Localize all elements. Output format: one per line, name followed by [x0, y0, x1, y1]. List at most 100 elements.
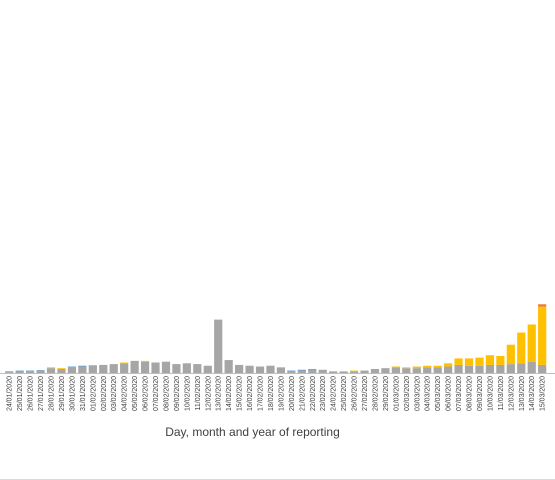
bar-segment-0-1 [15, 371, 24, 373]
bar-segment-0-39 [412, 368, 421, 373]
x-tick-label: 13/03/2020 [519, 376, 526, 411]
bar-segment-0-33 [349, 371, 359, 373]
bar-segment-1-41 [433, 365, 442, 368]
bar-segment-3-28 [297, 369, 306, 371]
bar-segment-0-25 [266, 365, 275, 373]
bar-segment-3-27 [287, 370, 296, 372]
x-tick-label: 07/03/2020 [456, 376, 463, 411]
x-tick-label: 27/01/2020 [38, 376, 45, 411]
bar-segment-0-3 [36, 370, 45, 373]
x-tick-label: 03/02/2020 [111, 376, 118, 411]
x-tick-label: 29/02/2020 [383, 376, 390, 411]
bar-segment-0-32 [339, 371, 348, 373]
x-tick-label: 24/02/2020 [331, 376, 338, 411]
bar-segment-0-18 [193, 364, 202, 373]
bar-segment-1-42 [444, 363, 453, 367]
x-tick-label: 05/02/2020 [132, 376, 139, 411]
x-tick-label: 12/02/2020 [205, 376, 212, 411]
x-tick-label: 29/01/2020 [59, 376, 66, 411]
x-tick-label: 14/03/2020 [529, 376, 536, 411]
bar-segment-0-21 [224, 360, 233, 373]
x-tick-label: 26/02/2020 [352, 376, 359, 411]
bar-segment-0-29 [308, 369, 317, 373]
bar-segment-0-7 [78, 366, 87, 373]
x-tick-label: 21/02/2020 [299, 376, 306, 411]
bar-segment-0-6 [67, 367, 77, 373]
x-tick-label: 28/01/2020 [49, 376, 56, 411]
bars-group [5, 304, 547, 373]
bar-segment-0-42 [444, 366, 453, 373]
x-tick-label: 11/02/2020 [195, 376, 202, 411]
bar-segment-1-11 [120, 362, 129, 364]
bar-segment-0-51 [538, 364, 547, 373]
bar-segment-3-7 [78, 365, 87, 367]
x-tick-label: 11/03/2020 [498, 376, 505, 411]
bar-segment-0-17 [182, 363, 191, 373]
x-tick-label: 17/02/2020 [258, 376, 265, 411]
bar-segment-0-35 [370, 368, 380, 373]
bar-segment-0-28 [297, 370, 306, 373]
bar-segment-3-6 [67, 366, 77, 368]
x-tick-label: 23/02/2020 [320, 376, 327, 411]
x-tick-label: 28/02/2020 [372, 376, 379, 411]
bar-segment-0-24 [255, 366, 265, 373]
bar-segment-1-43 [454, 358, 463, 365]
bar-segment-0-10 [109, 364, 118, 373]
bar-segment-0-19 [203, 365, 212, 373]
x-tick-label: 24/01/2020 [7, 376, 14, 411]
bar-segment-0-22 [235, 364, 244, 373]
x-tick-label: 08/03/2020 [467, 376, 474, 411]
x-tick-label: 15/03/2020 [540, 376, 547, 411]
bar-segment-0-2 [26, 371, 35, 373]
bar-segment-0-16 [172, 364, 181, 373]
bar-segment-0-48 [506, 364, 515, 373]
bar-segment-1-37 [391, 366, 400, 368]
x-tick-label: 14/02/2020 [226, 376, 233, 411]
x-tick-label: 06/03/2020 [446, 376, 453, 411]
bar-segment-1-48 [506, 344, 515, 365]
bar-segment-1-50 [527, 324, 536, 362]
bar-segment-1-40 [423, 365, 432, 368]
bar-segment-0-38 [402, 368, 411, 373]
bar-segment-1-33 [349, 370, 359, 372]
bar-segment-0-0 [5, 372, 14, 373]
x-tick-label: 08/02/2020 [163, 376, 170, 411]
bar-segment-0-34 [360, 370, 369, 373]
x-tick-label: 06/02/2020 [143, 376, 150, 411]
bar-segment-0-43 [454, 364, 463, 373]
bar-segment-0-46 [485, 364, 495, 373]
bar-segment-0-11 [120, 363, 129, 373]
bar-segment-0-5 [57, 368, 66, 373]
x-tick-label: 31/01/2020 [80, 376, 87, 411]
bar-segment-1-45 [475, 357, 484, 366]
bar-segment-0-31 [329, 371, 338, 373]
bar-segment-3-29 [308, 368, 317, 370]
bar-segment-0-12 [130, 360, 139, 373]
bar-segment-0-13 [140, 361, 150, 373]
bar-segment-0-8 [88, 365, 97, 373]
x-tick-label: 20/02/2020 [289, 376, 296, 411]
x-tick-label: 09/02/2020 [174, 376, 181, 411]
x-tick-label: 07/02/2020 [153, 376, 160, 411]
x-tick-labels: 24/01/2020 25/01/2020 26/01/2020 27/01/2020… [7, 376, 547, 411]
bar-segment-0-30 [318, 369, 327, 373]
bar-segment-0-26 [276, 367, 286, 373]
bar-segment-3-1 [15, 370, 24, 372]
bar-segment-0-36 [381, 368, 390, 373]
x-tick-label: 26/01/2020 [28, 376, 35, 411]
x-tick-label: 19/02/2020 [278, 376, 285, 411]
bar-segment-1-49 [517, 332, 526, 364]
x-tick-label: 10/03/2020 [487, 376, 494, 411]
bar-segment-1-39 [412, 366, 421, 369]
x-tick-label: 16/02/2020 [247, 376, 254, 411]
bar-segment-0-23 [245, 365, 254, 373]
x-tick-label: 30/01/2020 [69, 376, 76, 411]
bar-segment-1-47 [496, 356, 505, 365]
x-tick-label: 09/03/2020 [477, 376, 484, 411]
x-tick-label: 25/01/2020 [17, 376, 24, 411]
x-axis-title: Day, month and year of reporting [165, 425, 340, 439]
x-tick-label: 04/02/2020 [122, 376, 129, 411]
bar-segment-1-44 [464, 358, 474, 366]
